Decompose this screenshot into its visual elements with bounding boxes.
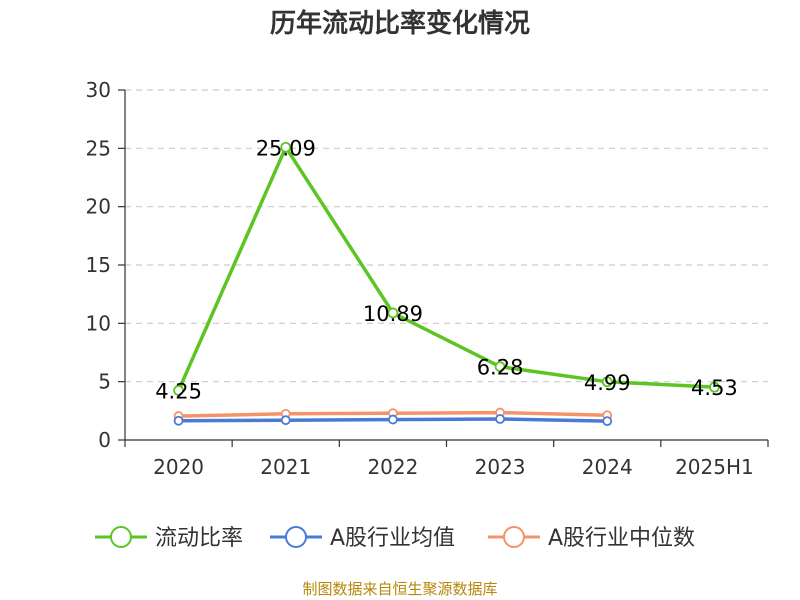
series-point-1 bbox=[388, 414, 398, 425]
series-point-0 bbox=[280, 141, 292, 153]
series-line-0 bbox=[176, 145, 715, 392]
data-label: 6.28 bbox=[477, 356, 524, 380]
data-label-layer: 4.25 25.09 10.89 6.28 4.99 4.53 bbox=[155, 136, 738, 403]
series-layer bbox=[173, 141, 720, 427]
legend-label-1: A股行业均值 bbox=[330, 526, 455, 551]
legend-marker-2 bbox=[503, 526, 525, 548]
x-tick-label: 2021 bbox=[260, 455, 311, 479]
series-point-1 bbox=[173, 415, 184, 426]
source-note: 制图数据来自恒生聚源数据库 bbox=[302, 580, 497, 598]
data-label: 25.09 bbox=[256, 136, 316, 160]
data-label: 4.25 bbox=[155, 379, 202, 403]
x-tick-label: 2020 bbox=[153, 455, 204, 479]
legend: 流动比率 A股行业均值 A股行业中位数 bbox=[95, 526, 695, 551]
y-tick-label: 10 bbox=[86, 311, 111, 335]
legend-label-0: 流动比率 bbox=[155, 526, 243, 551]
series-point-1 bbox=[495, 414, 505, 424]
series-point-1 bbox=[280, 415, 291, 426]
y-tick-label: 25 bbox=[86, 136, 111, 160]
y-tick-label: 30 bbox=[86, 78, 111, 102]
y-tick-label: 20 bbox=[86, 195, 111, 219]
y-tick-label: 0 bbox=[98, 428, 111, 452]
series-point-0 bbox=[387, 307, 399, 319]
grid-layer bbox=[125, 89, 768, 383]
axis-layer: 0 5 10 15 20 25 30 2020 2021 2022 2023 2024 2025H1 bbox=[86, 78, 769, 479]
series-point-0 bbox=[173, 385, 184, 396]
data-label: 4.53 bbox=[691, 376, 738, 400]
x-tick-label: 2024 bbox=[582, 455, 633, 479]
legend-label-2: A股行业中位数 bbox=[548, 526, 695, 551]
y-tick-label: 15 bbox=[86, 253, 111, 277]
series-point-0 bbox=[601, 376, 613, 388]
series-point-1 bbox=[602, 416, 613, 427]
x-tick-label: 2022 bbox=[367, 455, 418, 479]
data-label: 4.99 bbox=[584, 371, 631, 395]
legend-marker-0 bbox=[110, 526, 132, 548]
series-point-0 bbox=[494, 361, 506, 373]
chart-title: 历年流动比率变化情况 bbox=[270, 8, 530, 39]
y-tick-label: 5 bbox=[98, 370, 111, 394]
data-label: 10.89 bbox=[363, 302, 423, 326]
x-tick-label: 2025H1 bbox=[675, 455, 754, 479]
series-point-0 bbox=[709, 381, 720, 393]
legend-marker-1 bbox=[285, 526, 307, 548]
x-tick-label: 2023 bbox=[475, 455, 526, 479]
